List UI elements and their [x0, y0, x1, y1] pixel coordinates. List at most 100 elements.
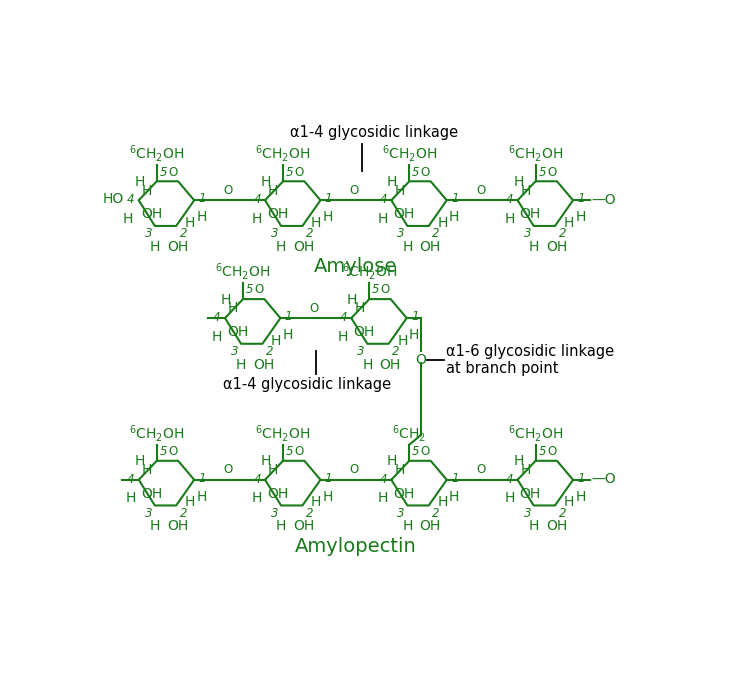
Text: 2: 2	[432, 227, 440, 240]
Text: $^6$CH$_2$OH: $^6$CH$_2$OH	[341, 261, 397, 282]
Text: OH: OH	[141, 487, 162, 501]
Text: H: H	[311, 495, 321, 510]
Text: OH: OH	[227, 325, 248, 339]
Text: H: H	[142, 184, 153, 197]
Text: H: H	[378, 491, 388, 505]
Text: H: H	[575, 210, 586, 224]
Text: H: H	[323, 490, 333, 504]
Text: H: H	[437, 216, 448, 230]
Text: O: O	[381, 283, 390, 296]
Text: 2: 2	[559, 507, 566, 520]
Text: H: H	[504, 212, 515, 226]
Text: OH: OH	[394, 487, 414, 501]
Text: H: H	[403, 519, 413, 533]
Text: H: H	[575, 490, 586, 504]
Text: 1: 1	[199, 472, 206, 485]
Text: Amylopectin: Amylopectin	[295, 537, 417, 556]
Text: 3: 3	[231, 346, 238, 359]
Text: 1: 1	[577, 472, 585, 485]
Text: $^6$CH$_2$OH: $^6$CH$_2$OH	[215, 261, 271, 282]
Text: O: O	[476, 463, 485, 476]
Text: OH: OH	[546, 240, 567, 254]
Text: 5: 5	[159, 165, 167, 178]
Text: O: O	[223, 184, 233, 197]
Text: H: H	[260, 454, 271, 469]
Text: 4: 4	[379, 193, 387, 206]
Text: OH: OH	[267, 208, 289, 221]
Text: 5: 5	[412, 165, 420, 178]
Text: OH: OH	[167, 519, 188, 533]
Text: 5: 5	[412, 445, 420, 458]
Text: 4: 4	[506, 193, 513, 206]
Text: 2: 2	[559, 227, 566, 240]
Text: H: H	[276, 519, 286, 533]
Text: OH: OH	[519, 208, 541, 221]
Text: 4: 4	[506, 473, 513, 486]
Text: OH: OH	[420, 519, 441, 533]
Text: 2: 2	[306, 227, 313, 240]
Text: H: H	[521, 184, 531, 197]
Text: OH: OH	[394, 208, 414, 221]
Text: H: H	[228, 301, 238, 316]
Text: H: H	[271, 334, 281, 348]
Text: H: H	[394, 184, 405, 197]
Text: H: H	[236, 358, 246, 372]
Text: $^6$CH$_2$OH: $^6$CH$_2$OH	[255, 423, 311, 444]
Text: O: O	[547, 445, 557, 458]
Text: H: H	[387, 454, 397, 469]
Text: 5: 5	[159, 445, 167, 458]
Text: 5: 5	[286, 165, 293, 178]
Text: H: H	[311, 216, 321, 230]
Text: $^6$CH$_2$: $^6$CH$_2$	[392, 423, 426, 444]
Text: 2: 2	[179, 507, 187, 520]
Text: 1: 1	[324, 192, 333, 205]
Text: 4: 4	[339, 311, 347, 324]
Text: O: O	[295, 445, 304, 458]
Text: OH: OH	[267, 487, 289, 501]
Text: H: H	[504, 491, 515, 505]
Text: OH: OH	[379, 358, 401, 372]
Text: H: H	[185, 495, 195, 510]
Text: H: H	[185, 216, 195, 230]
Text: HO: HO	[103, 192, 124, 206]
Text: 5: 5	[372, 283, 379, 296]
Text: H: H	[362, 358, 373, 372]
Text: —O: —O	[591, 472, 616, 486]
Text: OH: OH	[293, 519, 315, 533]
Text: Amylose: Amylose	[314, 257, 397, 276]
Text: H: H	[528, 519, 539, 533]
Text: —O: —O	[591, 193, 616, 206]
Text: 3: 3	[271, 507, 278, 520]
Text: H: H	[196, 490, 207, 504]
Text: 5: 5	[246, 283, 253, 296]
Text: H: H	[150, 519, 160, 533]
Text: 4: 4	[214, 311, 221, 324]
Text: OH: OH	[293, 240, 315, 254]
Text: O: O	[547, 165, 557, 178]
Text: 3: 3	[144, 227, 152, 240]
Text: 4: 4	[127, 473, 135, 486]
Text: OH: OH	[141, 208, 162, 221]
Text: OH: OH	[546, 519, 567, 533]
Text: α1-4 glycosidic linkage: α1-4 glycosidic linkage	[222, 377, 391, 392]
Text: H: H	[276, 240, 286, 254]
Text: H: H	[513, 454, 524, 469]
Text: H: H	[437, 495, 448, 510]
Text: 4: 4	[379, 473, 387, 486]
Text: 3: 3	[524, 227, 531, 240]
Text: 4: 4	[253, 193, 261, 206]
Text: H: H	[347, 292, 357, 307]
Text: H: H	[283, 328, 293, 342]
Text: $^6$CH$_2$OH: $^6$CH$_2$OH	[129, 423, 185, 444]
Text: H: H	[403, 240, 413, 254]
Text: H: H	[220, 292, 231, 307]
Text: 4: 4	[127, 193, 135, 206]
Text: H: H	[563, 216, 574, 230]
Text: H: H	[387, 175, 397, 189]
Text: $^6$CH$_2$OH: $^6$CH$_2$OH	[508, 423, 563, 444]
Text: α1-6 glycosidic linkage
at branch point: α1-6 glycosidic linkage at branch point	[446, 344, 614, 376]
Text: H: H	[513, 175, 524, 189]
Text: 3: 3	[397, 507, 405, 520]
Text: 3: 3	[397, 227, 405, 240]
Text: $^6$CH$_2$OH: $^6$CH$_2$OH	[255, 143, 311, 165]
